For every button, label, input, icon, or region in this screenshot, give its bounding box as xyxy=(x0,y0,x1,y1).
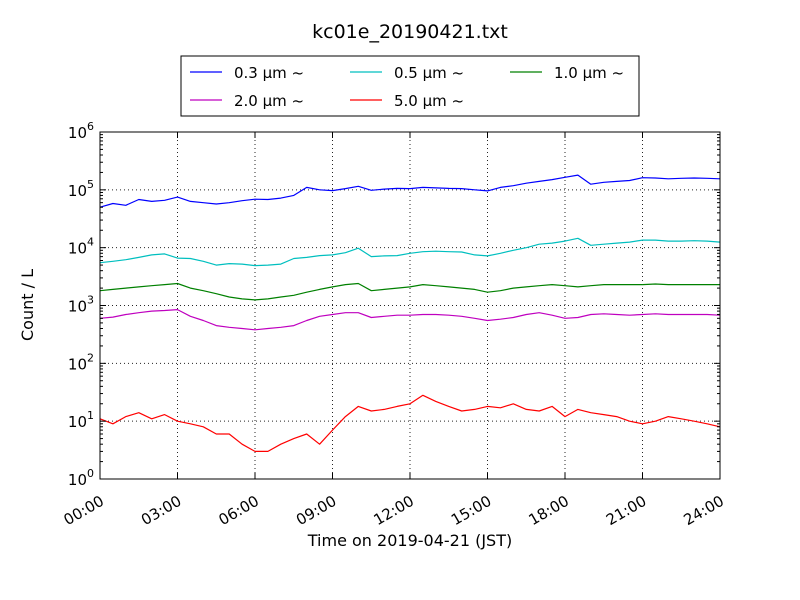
y-tick-label-exponent: 6 xyxy=(87,120,94,133)
y-axis-label: Count / L xyxy=(18,269,37,341)
y-tick-label: 103 xyxy=(68,294,94,316)
y-tick-label-base: 10 xyxy=(68,182,87,200)
y-tick-label-exponent: 4 xyxy=(87,236,94,249)
legend-label: 5.0 μm ~ xyxy=(394,92,464,110)
y-tick-label: 100 xyxy=(68,467,94,489)
y-tick-label: 105 xyxy=(68,178,94,200)
x-tick-label: 09:00 xyxy=(293,492,339,529)
y-tick-label: 101 xyxy=(68,409,94,431)
legend-label: 0.5 μm ~ xyxy=(394,64,464,82)
x-axis-ticks: 00:00 03:00 06:00 09:00 12:00 15:00 18:00 21:00… xyxy=(61,132,727,529)
y-tick-label-exponent: 2 xyxy=(87,351,94,364)
grid xyxy=(100,132,720,479)
x-tick-label: 21:00 xyxy=(603,492,649,529)
y-tick-label-base: 10 xyxy=(68,240,87,258)
x-tick-label: 03:00 xyxy=(138,492,184,529)
legend-label: 0.3 μm ~ xyxy=(234,64,304,82)
x-tick-label: 24:00 xyxy=(681,492,727,529)
series-line-3 xyxy=(99,309,721,331)
x-axis-label: Time on 2019-04-21 (JST) xyxy=(307,531,512,550)
series-line-0 xyxy=(99,174,721,208)
y-tick-label-base: 10 xyxy=(68,298,87,316)
x-tick-label: 18:00 xyxy=(526,492,572,529)
series-line-2 xyxy=(99,282,720,301)
y-tick-label-base: 10 xyxy=(68,413,87,431)
y-tick-label: 102 xyxy=(68,351,94,373)
chart-title: kc01e_20190421.txt xyxy=(312,21,508,43)
legend-items: 0.3 μm ~ 0.5 μm ~ 1.0 μm ~ 2.0 μm ~ 5.0 μm ~ xyxy=(190,64,624,110)
y-tick-label-exponent: 5 xyxy=(87,178,94,191)
y-tick-label-exponent: 3 xyxy=(87,294,94,307)
legend-label: 1.0 μm ~ xyxy=(554,64,624,82)
legend-label: 2.0 μm ~ xyxy=(234,92,304,110)
y-tick-label: 106 xyxy=(68,120,94,142)
x-tick-label: 12:00 xyxy=(371,492,417,529)
x-tick-label: 15:00 xyxy=(448,492,494,529)
y-tick-label-exponent: 0 xyxy=(87,467,94,480)
y-tick-label-exponent: 1 xyxy=(87,409,94,422)
y-tick-label-base: 10 xyxy=(68,355,87,373)
legend: 0.3 μm ~ 0.5 μm ~ 1.0 μm ~ 2.0 μm ~ 5.0 μm ~ xyxy=(180,55,640,117)
y-tick-label: 104 xyxy=(68,236,94,258)
legend-box xyxy=(180,55,640,117)
x-tick-label: 00:00 xyxy=(61,492,107,529)
y-tick-label-base: 10 xyxy=(68,124,87,142)
series-line-4 xyxy=(99,394,721,452)
x-tick-label: 06:00 xyxy=(216,492,262,529)
series-line-1 xyxy=(99,237,721,267)
series-lines xyxy=(99,174,721,452)
y-tick-label-base: 10 xyxy=(68,471,87,489)
